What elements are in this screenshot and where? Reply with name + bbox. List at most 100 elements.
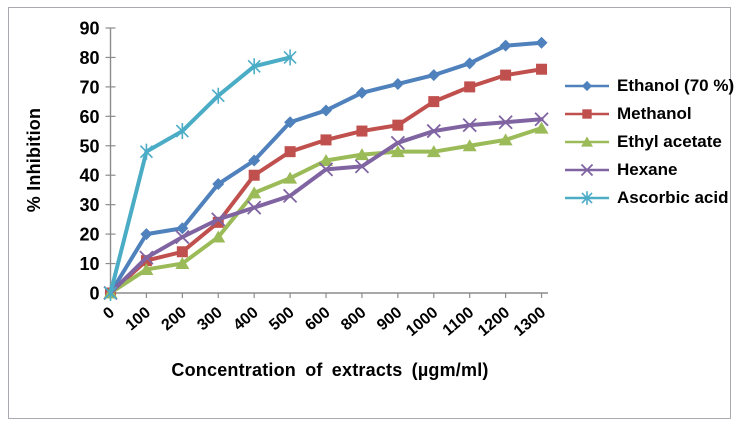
data-point-ethyl-acetate [426,145,441,158]
series-line-ascorbic-acid [108,55,293,295]
x-tick-label: 900 [374,304,405,334]
data-point-ascorbic-acid [247,58,261,75]
data-point-methanol [140,255,152,267]
legend-item-ethanol-70: Ethanol (70 %) [564,72,734,100]
y-tick-label: 30 [79,195,99,215]
x-tick-label: 0 [100,304,118,323]
y-tick-label: 90 [79,19,99,39]
data-point-ethanol-70 [355,86,368,99]
data-point-ascorbic-acid [211,87,225,104]
legend-item-ascorbic-acid: Ascorbic acid [564,184,734,212]
legend-item-methanol: Methanol [564,100,734,128]
x-tick-label: 200 [159,304,190,334]
data-point-hexane [462,118,477,133]
x-tick-label: 1000 [403,304,441,340]
x-tick-label: 1200 [475,304,513,340]
data-point-ethyl-acetate [139,262,154,275]
series-line-methanol [108,67,544,295]
triangle-marker-icon [565,136,609,147]
x-tick-label: 100 [123,304,154,334]
data-point-hexane [139,250,154,265]
data-point-ethyl-acetate [247,186,262,199]
x-marker-icon [565,163,609,177]
legend-label: Methanol [617,104,692,123]
data-point-ethyl-acetate [462,139,477,152]
data-point-hexane [426,123,441,139]
data-point-methanol [536,63,548,75]
y-tick-label: 80 [79,48,99,68]
data-point-hexane [498,115,513,130]
data-point-ethanol-70 [427,69,440,82]
x-tick-label: 800 [338,304,369,334]
data-point-methanol [176,246,188,258]
data-point-methanol [284,146,296,158]
asterisk-marker-icon [565,191,609,205]
data-point-methanol [248,169,260,181]
y-axis-title: % Inhibition [24,107,44,213]
legend-item-hexane: Hexane [564,156,734,184]
data-point-ethanol-70 [463,57,476,70]
legend: Ethanol (70 %) Methanol Ethyl acetate Hexan… [564,72,734,212]
data-point-ethanol-70 [535,36,548,49]
data-point-ethyl-acetate [534,121,549,134]
data-point-methanol [392,119,404,131]
data-point-hexane [354,159,370,174]
data-point-methanol [428,96,440,108]
data-point-methanol [212,216,224,228]
data-point-ascorbic-acid [175,123,189,140]
y-tick-label: 10 [79,254,99,274]
legend-label: Ascorbic acid [617,188,729,207]
data-point-ethyl-acetate [354,148,369,161]
data-point-ethanol-70 [140,228,153,241]
data-point-ethanol-70 [176,222,189,235]
legend-item-ethyl-acetate: Ethyl acetate [564,128,734,156]
data-point-ascorbic-acid [103,285,118,301]
data-point-ethanol-70 [391,77,404,90]
y-tick-label: 50 [79,136,99,156]
data-point-hexane [534,112,549,127]
x-tick-label: 400 [230,304,261,334]
data-point-ethanol-70 [248,154,261,167]
x-tick-label: 300 [194,304,225,334]
y-tick-label: 60 [79,107,99,127]
y-tick-label: 40 [79,166,99,186]
data-point-ethyl-acetate [498,133,513,146]
x-tick-label: 1100 [440,304,478,339]
data-point-ascorbic-acid [283,49,297,66]
series-line-ethyl-acetate [108,126,544,295]
x-tick-label: 500 [266,304,297,334]
data-point-ethanol-70 [212,178,225,191]
data-point-hexane [318,162,334,177]
data-point-hexane [282,188,298,203]
data-point-ethanol-70 [320,104,333,117]
data-point-ethyl-acetate [283,171,298,184]
data-point-hexane [211,212,226,227]
data-point-ethyl-acetate [319,154,334,166]
data-point-methanol [320,134,332,146]
diamond-marker-icon [565,80,609,92]
data-point-hexane [390,135,405,150]
data-point-ethyl-acetate [211,230,226,243]
y-tick-label: 70 [79,77,99,97]
legend-label: Ethyl acetate [617,132,722,151]
x-tick-label: 1300 [511,304,549,340]
x-tick-label: 600 [302,304,333,334]
legend-label: Hexane [617,160,678,179]
legend-label: Ethanol (70 %) [617,76,735,95]
data-point-ethanol-70 [499,39,512,52]
data-point-hexane [247,200,262,215]
data-point-methanol [500,69,512,81]
data-point-methanol [464,81,476,93]
x-axis-title: Concentration of extracts (µgm/ml) [171,360,489,380]
data-point-ascorbic-acid [139,143,153,160]
y-tick-label: 0 [89,284,99,304]
data-point-ethyl-acetate [390,145,405,158]
data-point-ethyl-acetate [175,257,190,270]
y-tick-label: 20 [79,225,99,245]
data-point-ethanol-70 [284,116,297,129]
data-point-hexane [175,229,190,245]
square-marker-icon [565,109,609,119]
data-point-methanol [356,125,368,137]
